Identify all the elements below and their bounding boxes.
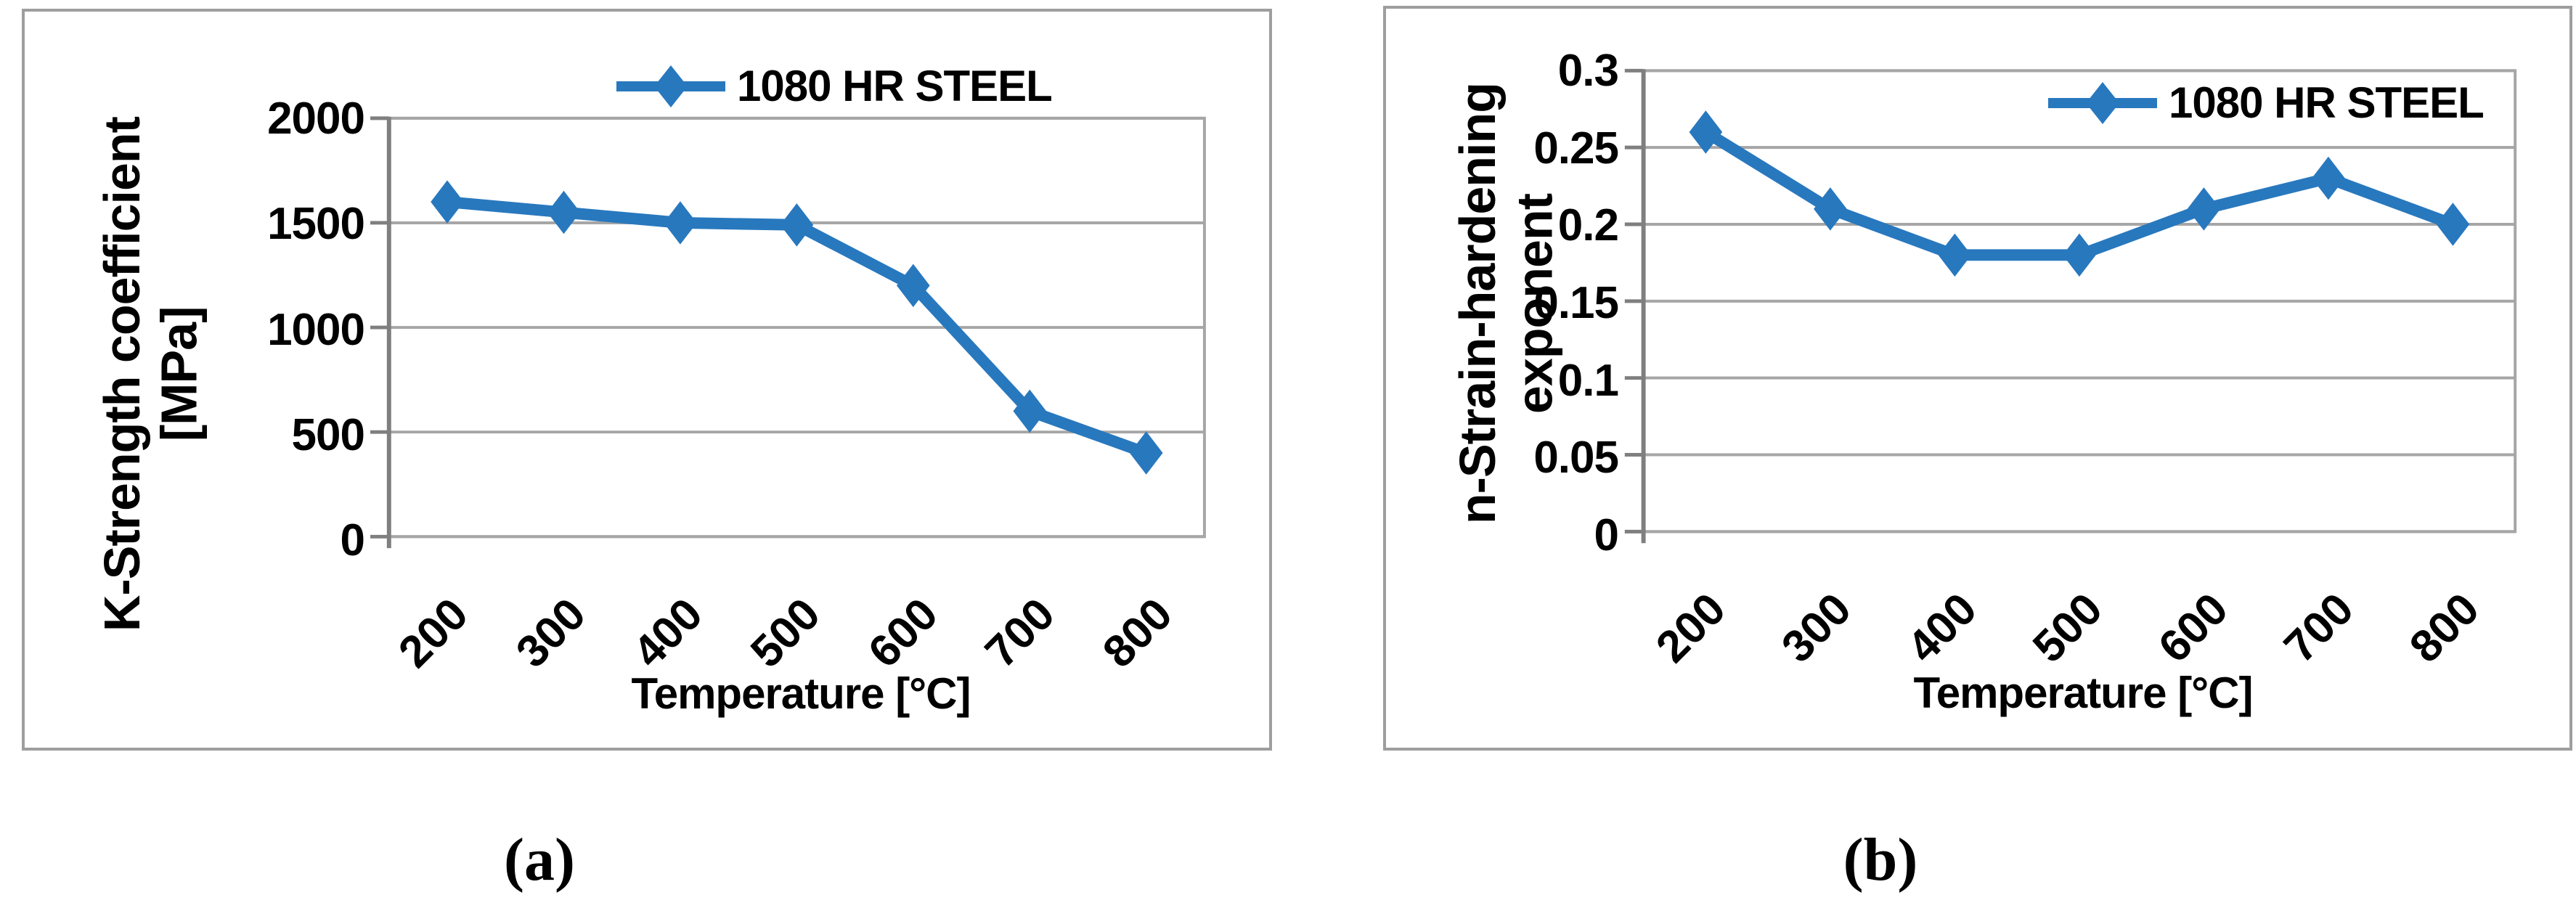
subfigure-caption-a: (a) bbox=[504, 826, 575, 894]
x-tick-labels: 200 300 400 500 600 700 800 bbox=[1386, 9, 2569, 748]
x-tick-label: 300 bbox=[1772, 584, 1862, 673]
plot-area bbox=[370, 116, 1206, 549]
data-point-marker bbox=[897, 263, 930, 308]
data-point-marker bbox=[1938, 233, 1972, 277]
data-point-marker bbox=[547, 190, 581, 234]
y-tick-label: 0.1 bbox=[1557, 355, 1619, 406]
y-tick-label: 0 bbox=[1594, 510, 1619, 560]
y-tick-label: 1000 bbox=[267, 304, 365, 355]
y-tick-label: 0.25 bbox=[1533, 123, 1619, 173]
plot-area bbox=[1624, 68, 2517, 544]
y-tick-label: 2000 bbox=[267, 94, 365, 144]
chart-a: K-Strength coefficient [MPa] 1080 HR STE… bbox=[22, 9, 1272, 751]
data-point-marker bbox=[1689, 110, 1723, 154]
x-tick-label: 800 bbox=[1093, 589, 1183, 678]
x-tick-label: 400 bbox=[1898, 584, 1987, 673]
subfigure-caption-b: (b) bbox=[1843, 826, 1918, 894]
data-point-marker bbox=[780, 203, 814, 247]
x-axis-title: Temperature [°C] bbox=[1913, 669, 2254, 717]
legend-label: 1080 HR STEEL bbox=[2169, 78, 2485, 127]
x-tick-label: 600 bbox=[2148, 584, 2238, 673]
x-tick-label: 200 bbox=[388, 589, 478, 678]
x-tick-label: 300 bbox=[506, 589, 595, 678]
y-tick-label: 0.05 bbox=[1533, 433, 1619, 483]
y-tick-label: 500 bbox=[291, 409, 365, 460]
y-tick-label: 0 bbox=[340, 515, 365, 565]
legend-diamond-icon bbox=[2086, 81, 2119, 124]
y-tick-labels: 0.3 0.25 0.2 0.15 0.1 0.05 0 bbox=[1386, 9, 2569, 748]
legend-diamond-icon bbox=[654, 65, 688, 107]
x-tick-label: 500 bbox=[2023, 584, 2113, 673]
legend-label: 1080 HR STEEL bbox=[737, 62, 1053, 110]
x-tick-label: 700 bbox=[976, 589, 1065, 678]
x-tick-label: 800 bbox=[2400, 584, 2489, 673]
data-point-marker bbox=[2436, 203, 2470, 246]
legend: 1080 HR STEEL bbox=[2048, 78, 2485, 128]
y-tick-label: 0.2 bbox=[1557, 200, 1619, 251]
legend-line-marker-icon bbox=[616, 65, 725, 107]
data-point-marker bbox=[1129, 431, 1163, 475]
x-tick-label: 700 bbox=[2274, 584, 2363, 673]
y-tick-label: 0.15 bbox=[1533, 278, 1619, 328]
x-axis-title: Temperature [°C] bbox=[631, 669, 971, 718]
data-point-marker bbox=[1013, 389, 1047, 433]
x-tick-label: 400 bbox=[624, 589, 713, 678]
x-tick-label: 200 bbox=[1647, 584, 1736, 673]
y-tick-labels: 2000 1500 1000 500 0 bbox=[25, 12, 1269, 748]
legend: 1080 HR STEEL bbox=[616, 61, 1053, 111]
data-point-marker bbox=[2063, 233, 2096, 277]
legend-line-marker-icon bbox=[2048, 81, 2157, 124]
data-point-marker bbox=[1814, 187, 1847, 231]
y-tick-label: 0.3 bbox=[1557, 46, 1619, 96]
y-tick-label: 1500 bbox=[267, 199, 365, 250]
x-tick-label: 500 bbox=[741, 589, 831, 678]
x-tick-labels: 200 300 400 500 600 700 800 bbox=[25, 12, 1269, 748]
x-tick-label: 600 bbox=[858, 589, 947, 678]
chart-b: n-Strain-hardening exponent 1080 HR STEE… bbox=[1383, 6, 2572, 751]
